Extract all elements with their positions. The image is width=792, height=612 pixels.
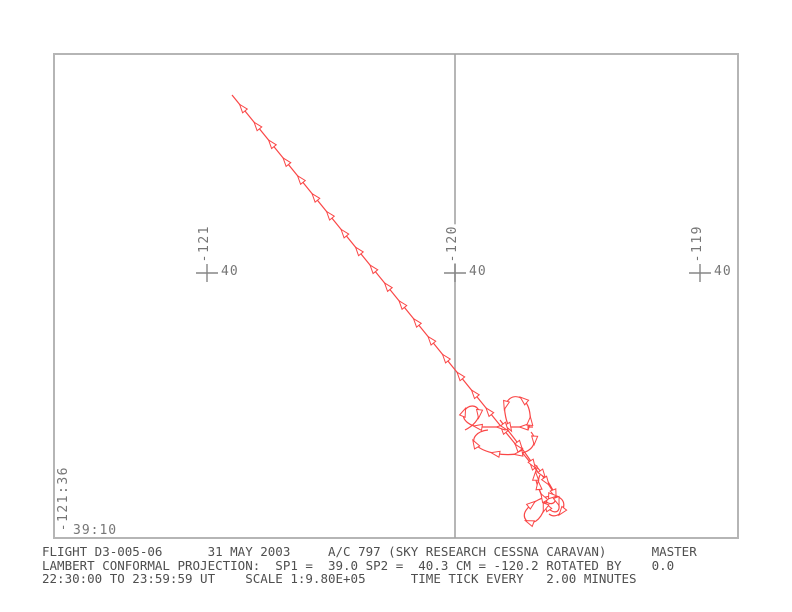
footer-projection-line: LAMBERT CONFORMAL PROJECTION: SP1 = 39.0…	[42, 557, 675, 573]
time-tick-arrow	[441, 353, 452, 364]
map-frame	[53, 53, 739, 539]
time-tick-arrow	[456, 371, 466, 382]
time-tick-arrow	[282, 156, 292, 168]
time-tick-arrow	[542, 502, 550, 514]
time-tick-arrow	[558, 505, 568, 517]
time-tick-arrow	[354, 246, 365, 257]
time-tick-arrow	[472, 438, 481, 450]
longitude-label: -121	[197, 223, 212, 263]
time-tick-arrow	[412, 317, 423, 328]
latitude-label: 40	[221, 264, 239, 279]
time-tick-arrow	[512, 449, 524, 457]
time-tick-arrow	[398, 299, 408, 311]
footer-time-scale-line: 22:30:00 TO 23:59:59 UT SCALE 1:9.80E+05…	[42, 571, 637, 586]
time-tick-arrow	[383, 281, 394, 293]
footer-flight-line: FLIGHT D3-005-06 31 MAY 2003 A/C 797 (SK…	[42, 544, 697, 559]
time-tick-arrow	[503, 399, 511, 411]
latitude-label: 40	[469, 264, 487, 279]
flight-track-segment	[504, 396, 531, 431]
longitude-label: -119	[690, 223, 705, 263]
time-tick-arrow	[526, 415, 534, 427]
time-tick-arrow	[238, 103, 249, 114]
time-tick-arrow	[499, 421, 510, 432]
time-tick-arrow	[536, 468, 547, 479]
time-tick-arrow	[535, 479, 543, 491]
time-tick-arrow	[458, 406, 467, 418]
time-tick-arrow	[475, 408, 484, 420]
time-tick-arrow	[525, 500, 537, 510]
time-tick-arrow	[253, 121, 263, 132]
time-tick-arrow	[519, 396, 530, 406]
plot-footer: FLIGHT D3-005-06 31 MAY 2003 A/C 797 (SK…	[42, 545, 697, 586]
time-tick-arrow	[311, 192, 321, 203]
time-tick-arrow	[296, 174, 307, 186]
corner-longitude-label: -121:36	[56, 464, 71, 532]
time-tick-arrow	[540, 475, 550, 487]
time-tick-arrow	[531, 470, 540, 481]
time-tick-arrow	[472, 423, 484, 432]
flight-track-segment	[462, 405, 533, 431]
latitude-label: 40	[714, 264, 732, 279]
time-tick-arrow	[485, 406, 495, 418]
time-tick-arrow	[325, 210, 336, 221]
time-tick-arrow	[523, 520, 536, 528]
time-tick-arrow	[340, 228, 350, 239]
time-tick-arrow	[517, 423, 529, 431]
corner-latitude-label: 39:10	[73, 523, 118, 538]
time-tick-arrow	[552, 495, 560, 507]
time-tick-arrow	[530, 435, 539, 447]
time-tick-arrow	[489, 450, 501, 458]
time-tick-arrow	[527, 458, 537, 470]
time-tick-arrow	[369, 263, 379, 275]
time-tick-arrow	[548, 492, 559, 500]
time-tick-arrow	[470, 388, 481, 400]
time-tick-arrow	[540, 492, 549, 504]
time-tick-arrow	[267, 138, 278, 150]
time-tick-arrow	[513, 439, 524, 451]
longitude-label: -120	[445, 223, 460, 263]
time-tick-arrow	[427, 335, 437, 346]
